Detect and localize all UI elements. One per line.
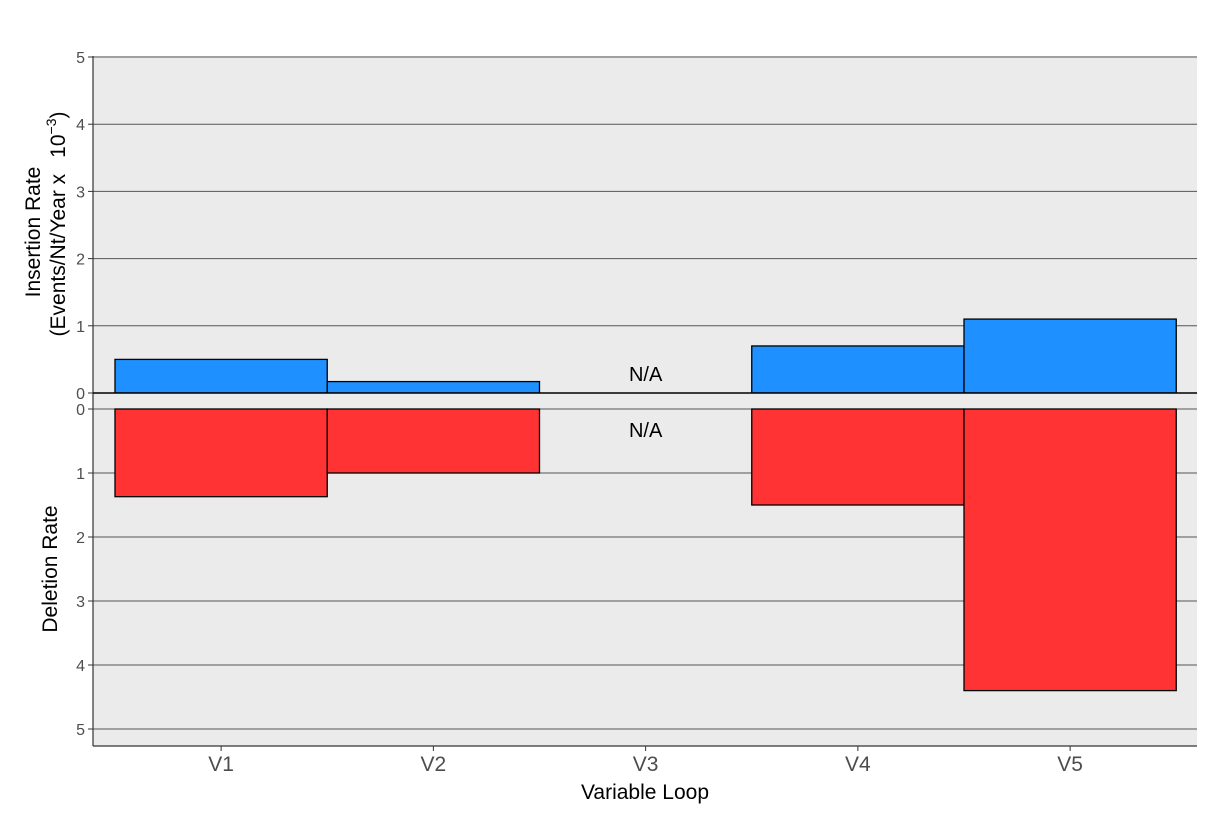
top-y-tick-label: 5 (76, 50, 85, 67)
bottom-y-tick-label: 1 (76, 466, 85, 483)
top-bars (114, 318, 1177, 394)
top-y-tick-labels: 0 1 2 3 4 5 (76, 50, 93, 403)
deletion-bar-v2 (326, 408, 541, 474)
insertion-bar-v5 (963, 318, 1177, 394)
top-y-tick-label: 0 (76, 386, 85, 403)
bottom-y-tick-label: 4 (76, 658, 85, 675)
top-y-tick-label: 2 (76, 252, 85, 269)
x-tick-label-v4: V4 (845, 753, 871, 776)
top-y-tick-label: 1 (76, 319, 85, 336)
top-y-tick-label: 4 (76, 117, 85, 134)
bottom-y-tick-labels: 0 1 2 3 4 5 (76, 402, 93, 739)
top-y-axis-title-close: ) (47, 112, 70, 119)
top-y-axis-title-line2-text: (Events/Nt/Year x (47, 173, 70, 336)
top-y-axis-title-line1: Insertion Rate (22, 167, 45, 298)
bottom-bars (114, 408, 1177, 692)
bottom-y-tick-label: 2 (76, 530, 85, 547)
bottom-y-tick-label: 0 (76, 402, 85, 419)
top-missing-label: N/A (629, 364, 663, 386)
bottom-y-axis-title: Deletion Rate (39, 505, 62, 632)
top-y-axis-title-unit-base: 10 (47, 134, 70, 157)
top-y-tick-label: 3 (76, 184, 85, 201)
top-y-axis-title: Insertion Rate (Events/Nt/Year x 10−3) (22, 112, 70, 337)
top-panel: N/A 0 1 2 3 4 5 (76, 50, 1197, 403)
bottom-y-tick-label: 3 (76, 594, 85, 611)
x-tick-label-v5: V5 (1057, 753, 1083, 776)
bottom-y-tick-label: 5 (76, 722, 85, 739)
x-tick-label-v3: V3 (633, 753, 659, 776)
x-tick-labels: V1 V2 V3 V4 V5 (208, 746, 1083, 776)
deletion-bar-v5 (963, 408, 1177, 692)
insertion-bar-v2 (326, 380, 541, 394)
deletion-bar-v4 (751, 408, 965, 506)
deletion-bar-v1 (114, 408, 328, 498)
insertion-bar-v1 (114, 358, 328, 394)
x-tick-label-v2: V2 (421, 753, 447, 776)
bottom-panel: N/A 0 1 2 3 4 5 (76, 393, 1197, 747)
insertion-bar-v4 (751, 345, 965, 394)
top-y-axis-title-unit-exp: −3 (43, 118, 59, 134)
x-axis-title: Variable Loop (581, 781, 709, 804)
top-y-axis-title-line2: (Events/Nt/Year x 10−3) (43, 112, 70, 337)
x-tick-label-v1: V1 (208, 753, 234, 776)
bottom-missing-label: N/A (629, 420, 663, 442)
